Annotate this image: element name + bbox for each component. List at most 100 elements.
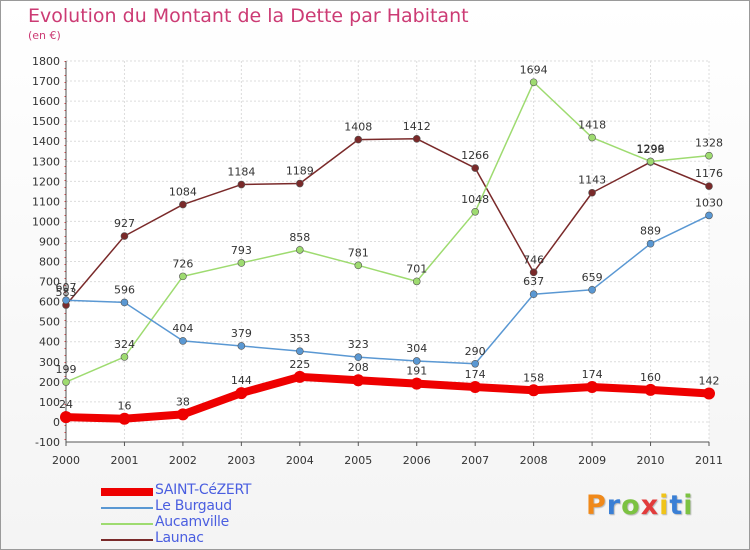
data-point <box>62 378 70 386</box>
data-label: 225 <box>289 358 310 371</box>
legend-label: Le Burgaud <box>155 498 232 514</box>
chart-subtitle: (en €) <box>28 29 61 42</box>
data-point <box>529 290 538 299</box>
series-line-2 <box>65 81 710 383</box>
data-point <box>705 211 713 220</box>
y-tick-label: 1300 <box>32 155 60 168</box>
data-label: 1084 <box>169 186 197 199</box>
legend-swatch <box>101 488 153 496</box>
y-tick-label: -100 <box>35 436 60 449</box>
data-point <box>296 179 304 188</box>
y-tick-label: 400 <box>39 336 60 349</box>
data-point <box>588 286 596 294</box>
data-label: 323 <box>348 338 369 351</box>
data-point <box>120 298 129 307</box>
data-label: 726 <box>172 257 193 270</box>
x-tick-label: 2006 <box>403 454 431 467</box>
data-label: 174 <box>582 368 603 381</box>
data-point <box>354 261 363 270</box>
legend-swatch <box>101 523 153 525</box>
y-tick-label: 1700 <box>32 75 60 88</box>
data-point <box>354 353 363 361</box>
y-tick-label: 900 <box>39 235 60 248</box>
x-tick-label: 2011 <box>695 454 723 467</box>
data-label: 208 <box>348 361 369 374</box>
y-tick-label: 600 <box>39 296 60 309</box>
x-tick-label: 2003 <box>227 454 255 467</box>
data-label: 24 <box>59 398 73 411</box>
data-point <box>588 188 596 197</box>
data-point <box>588 133 596 142</box>
data-point <box>120 353 129 361</box>
y-tick-label: 1600 <box>32 95 60 108</box>
chart-title: Evolution du Montant de la Dette par Hab… <box>28 5 469 27</box>
data-label: 927 <box>114 217 135 230</box>
data-label: 889 <box>640 225 661 238</box>
y-tick-label: 100 <box>39 396 60 409</box>
data-label: 1176 <box>695 167 723 180</box>
y-tick-label: 1400 <box>32 135 60 148</box>
data-label: 607 <box>56 281 77 294</box>
series-line-0 <box>62 372 713 423</box>
data-point <box>118 412 131 425</box>
data-label: 1412 <box>403 120 431 133</box>
data-point <box>646 157 655 166</box>
data-point <box>179 200 187 209</box>
data-label: 1143 <box>578 174 606 187</box>
data-point <box>412 277 421 286</box>
data-point <box>293 370 306 383</box>
data-label: 701 <box>406 262 427 275</box>
data-point <box>120 232 129 240</box>
data-point <box>176 408 189 421</box>
x-tick-label: 2004 <box>286 454 314 467</box>
data-label: 158 <box>523 371 544 384</box>
data-point <box>705 151 713 160</box>
legend-swatch <box>101 507 153 509</box>
x-tick-label: 2000 <box>52 454 80 467</box>
data-point <box>703 387 715 400</box>
data-label: 1296 <box>637 143 665 156</box>
data-point <box>60 411 72 424</box>
y-tick-label: 500 <box>39 316 60 329</box>
data-point <box>352 374 365 387</box>
y-tick-label: 300 <box>39 356 60 369</box>
data-label: 1048 <box>461 193 489 206</box>
data-label: 160 <box>640 371 661 384</box>
data-label: 174 <box>465 368 486 381</box>
data-label: 404 <box>172 322 193 335</box>
y-tick-label: 700 <box>39 276 60 289</box>
data-label: 1694 <box>520 63 548 76</box>
y-tick-label: 0 <box>53 416 60 429</box>
data-label: 793 <box>231 244 252 257</box>
y-tick-label: 200 <box>39 376 60 389</box>
data-point <box>235 387 248 400</box>
data-point <box>412 135 421 143</box>
data-label: 1418 <box>578 119 606 132</box>
y-tick-label: 1800 <box>32 55 60 68</box>
data-point <box>354 135 363 144</box>
series-line-1 <box>65 214 710 365</box>
legend-label: SAINT-CéZERT <box>155 482 252 498</box>
data-label: 583 <box>56 286 77 299</box>
data-point <box>644 383 657 396</box>
y-tick-label: 1200 <box>32 175 60 188</box>
x-tick-label: 2007 <box>461 454 489 467</box>
data-label: 324 <box>114 338 135 351</box>
data-label: 659 <box>582 271 603 284</box>
data-point <box>471 207 479 216</box>
data-point <box>529 78 538 87</box>
data-label: 1030 <box>695 196 723 209</box>
data-label: 144 <box>231 374 252 387</box>
data-point <box>410 377 423 390</box>
data-point <box>62 296 70 305</box>
data-point <box>529 268 538 277</box>
proxiti-logo: Proxiti <box>586 490 694 521</box>
data-point <box>586 381 599 394</box>
data-point <box>296 347 304 355</box>
legend-swatch <box>101 539 153 541</box>
legend-label: Aucamville <box>155 514 229 530</box>
data-point <box>296 246 304 254</box>
data-label: 353 <box>289 332 310 345</box>
data-label: 290 <box>465 345 486 358</box>
